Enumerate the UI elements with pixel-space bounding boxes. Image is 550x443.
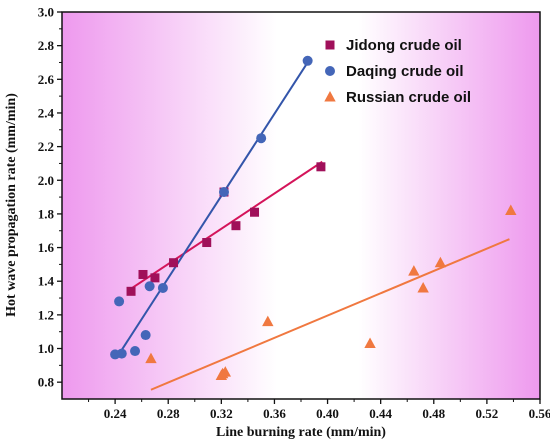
data-point-series-2 bbox=[219, 366, 232, 377]
data-point-series-1 bbox=[144, 281, 155, 292]
data-point-series-2 bbox=[434, 256, 447, 268]
y-tick-label: 1.6 bbox=[38, 240, 55, 255]
data-point-series-2 bbox=[145, 352, 157, 364]
fit-line-series-1 bbox=[116, 61, 309, 357]
x-tick-label: 0.40 bbox=[316, 406, 339, 421]
plot-area bbox=[61, 11, 541, 400]
data-point-series-0 bbox=[150, 273, 160, 283]
x-tick-label: 0.32 bbox=[210, 406, 233, 421]
y-tick-label: 2.6 bbox=[38, 72, 55, 87]
y-axis-title: Hot wave propagation rate (mm/min) bbox=[4, 93, 19, 317]
legend-marker-series-2 bbox=[324, 91, 336, 102]
y-tick-label: 3.0 bbox=[38, 5, 54, 20]
data-point-series-1 bbox=[130, 346, 141, 357]
data-point-series-0 bbox=[316, 162, 326, 172]
y-tick-label: 2.0 bbox=[38, 173, 54, 188]
data-point-series-1 bbox=[218, 187, 229, 198]
data-point-series-1 bbox=[140, 330, 151, 341]
data-point-series-0 bbox=[126, 286, 136, 296]
data-point-series-0 bbox=[138, 269, 148, 279]
data-point-series-0 bbox=[169, 258, 179, 268]
y-tick-label: 1.2 bbox=[38, 307, 54, 322]
data-point-series-1 bbox=[116, 348, 127, 359]
legend-label-series-2: Russian crude oil bbox=[346, 89, 471, 106]
data-point-series-2 bbox=[417, 281, 429, 293]
y-tick-label: 0.8 bbox=[38, 375, 55, 390]
fit-lines bbox=[116, 61, 510, 391]
x-axis-title: Line burning rate (mm/min) bbox=[216, 425, 386, 440]
legend-label-series-0: Jidong crude oil bbox=[346, 37, 462, 54]
data-point-series-1 bbox=[256, 133, 267, 144]
data-point-series-2 bbox=[262, 315, 274, 327]
data-point-series-1 bbox=[114, 296, 125, 307]
data-point-series-0 bbox=[250, 207, 260, 217]
y-tick-label: 2.8 bbox=[38, 38, 55, 53]
x-tick-label: 0.28 bbox=[157, 406, 180, 421]
data-point-series-0 bbox=[202, 238, 212, 248]
data-point-series-2 bbox=[408, 265, 420, 276]
fit-line-series-0 bbox=[127, 160, 323, 292]
legend-marker-series-1 bbox=[325, 66, 335, 76]
x-tick-label: 0.24 bbox=[104, 406, 127, 421]
data-markers bbox=[110, 55, 517, 380]
x-tick-label: 0.52 bbox=[476, 406, 499, 421]
data-point-series-0 bbox=[231, 221, 241, 231]
y-tick-label: 2.2 bbox=[38, 139, 54, 154]
y-axis: 0.8 1.0 1.2 1.4 1.6 1.8 2.0 2.2 2.4 2.6 2.8 3.0 bbox=[38, 5, 62, 390]
y-tick-label: 1.0 bbox=[38, 341, 54, 356]
legend: Jidong crude oil Daqing crude oil Russian … bbox=[324, 37, 471, 106]
data-point-series-1 bbox=[302, 55, 313, 66]
y-tick-label: 1.4 bbox=[38, 274, 55, 289]
legend-label-series-1: Daqing crude oil bbox=[346, 63, 464, 80]
y-tick-label: 1.8 bbox=[38, 206, 55, 221]
fit-line-series-2 bbox=[150, 238, 510, 391]
x-tick-label: 0.44 bbox=[369, 406, 392, 421]
x-tick-label: 0.56 bbox=[529, 406, 550, 421]
x-tick-label: 0.36 bbox=[263, 406, 286, 421]
y-tick-label: 2.4 bbox=[38, 105, 55, 120]
data-point-series-2 bbox=[364, 337, 376, 348]
x-axis: 0.24 0.28 0.32 0.36 0.40 0.44 0.48 0.52 0.56 bbox=[88, 399, 550, 421]
legend-marker-series-0 bbox=[325, 40, 335, 50]
x-tick-label: 0.48 bbox=[422, 406, 445, 421]
data-point-series-1 bbox=[157, 282, 168, 293]
data-point-series-2 bbox=[505, 204, 517, 216]
